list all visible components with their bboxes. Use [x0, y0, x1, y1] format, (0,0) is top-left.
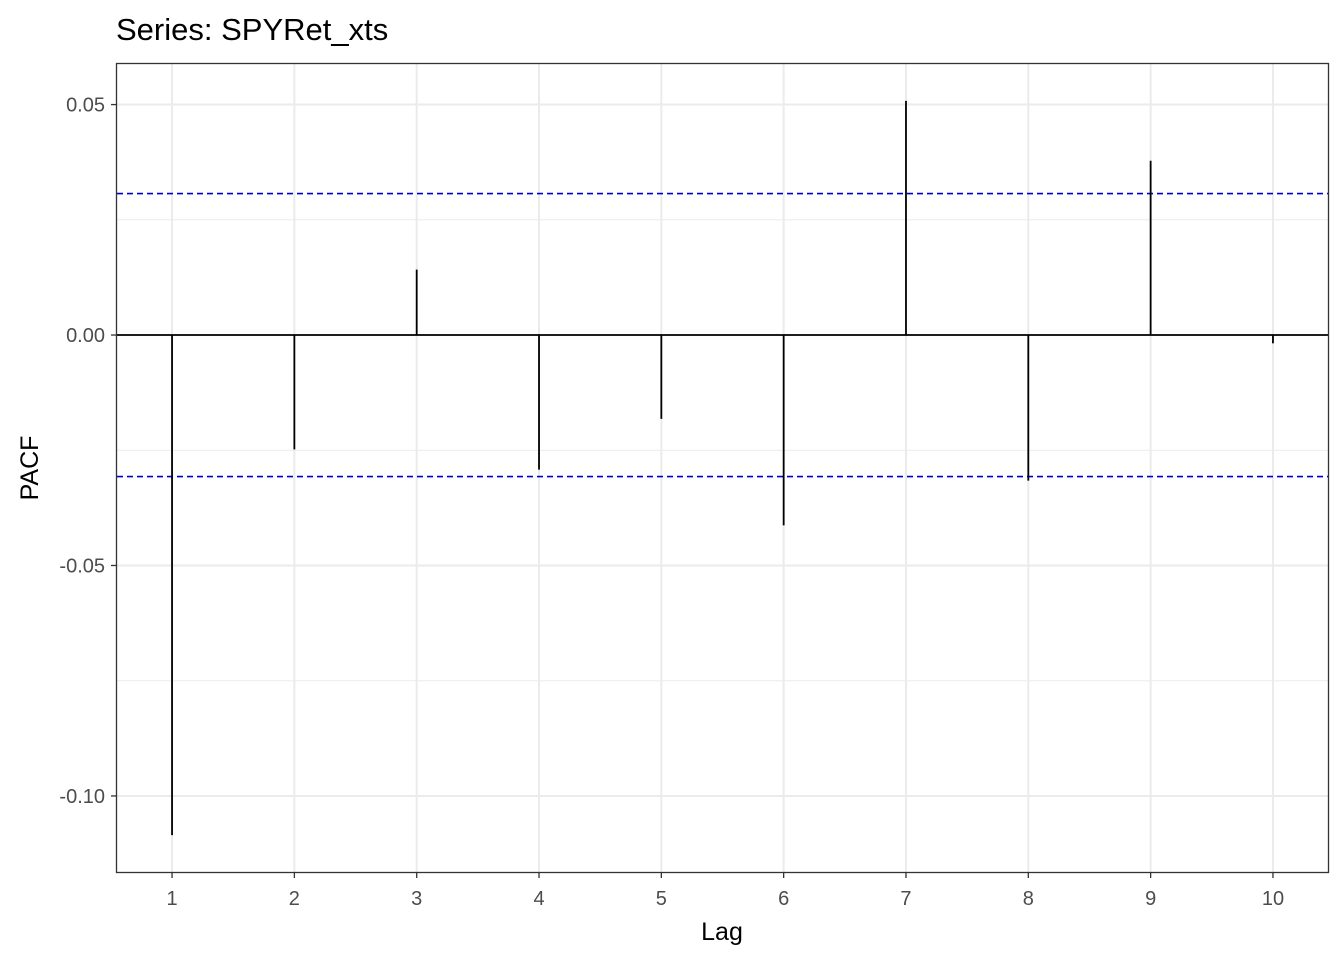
- x-axis-title: Lag: [701, 918, 743, 946]
- x-tick-label: 6: [778, 888, 789, 910]
- x-tick-label: 1: [166, 888, 177, 910]
- panel-border: [115, 62, 1330, 874]
- x-tick-label: 4: [533, 888, 544, 910]
- y-tick-label: -0.05: [59, 555, 105, 577]
- y-tick-label: 0.00: [66, 325, 105, 347]
- x-tick-label: 10: [1262, 888, 1284, 910]
- x-tick-label: 7: [900, 888, 911, 910]
- x-tick-label: 3: [411, 888, 422, 910]
- pacf-bars: [171, 100, 1274, 836]
- x-tick-label: 8: [1023, 888, 1034, 910]
- y-axis-ticks: -0.10 -0.05 0.00 0.05: [59, 95, 117, 808]
- y-tick-label: 0.05: [66, 95, 105, 117]
- x-tick-label: 2: [289, 888, 300, 910]
- x-axis-ticks: 1 2 3 4 5 6 7 8 9 10: [166, 872, 1284, 910]
- y-axis-title: PACF: [16, 436, 44, 501]
- chart-title: Series: SPYRet_xts: [116, 12, 388, 47]
- confidence-bounds: [117, 192, 1328, 478]
- x-tick-label: 9: [1145, 888, 1156, 910]
- grid-lines: [117, 64, 1328, 872]
- x-tick-label: 5: [656, 888, 667, 910]
- y-tick-label: -0.10: [59, 786, 105, 808]
